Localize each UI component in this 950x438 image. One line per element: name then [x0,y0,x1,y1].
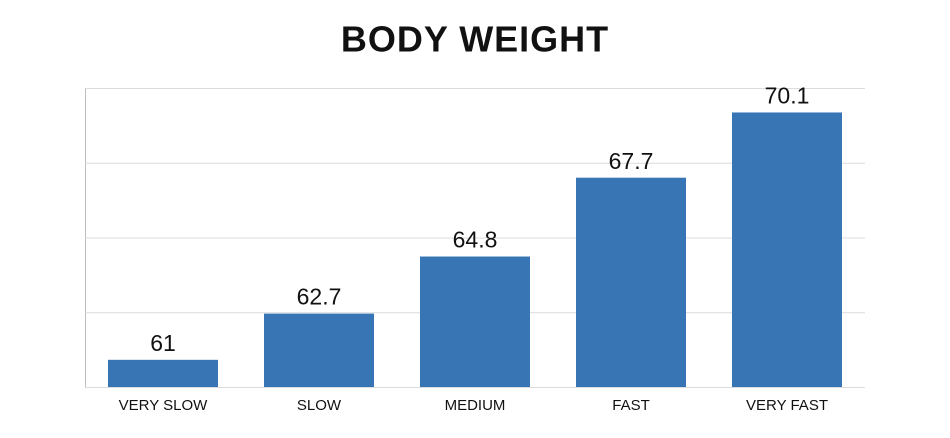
x-tick-label: VERY FAST [746,397,828,414]
bar [576,177,686,387]
x-tick-label: FAST [612,397,650,414]
bar [264,313,374,387]
value-label: 70.1 [765,83,810,109]
value-label: 62.7 [297,284,342,310]
bar [732,112,842,388]
bar [108,359,218,387]
x-tick-label: SLOW [297,397,342,414]
x-tick-label: MEDIUM [445,397,506,414]
value-label: 67.7 [609,148,654,174]
value-label: 61 [150,330,176,356]
chart-title: BODY WEIGHT [341,19,609,60]
value-label: 64.8 [453,227,498,253]
x-tick-label: VERY SLOW [119,397,208,414]
bar [420,256,530,387]
